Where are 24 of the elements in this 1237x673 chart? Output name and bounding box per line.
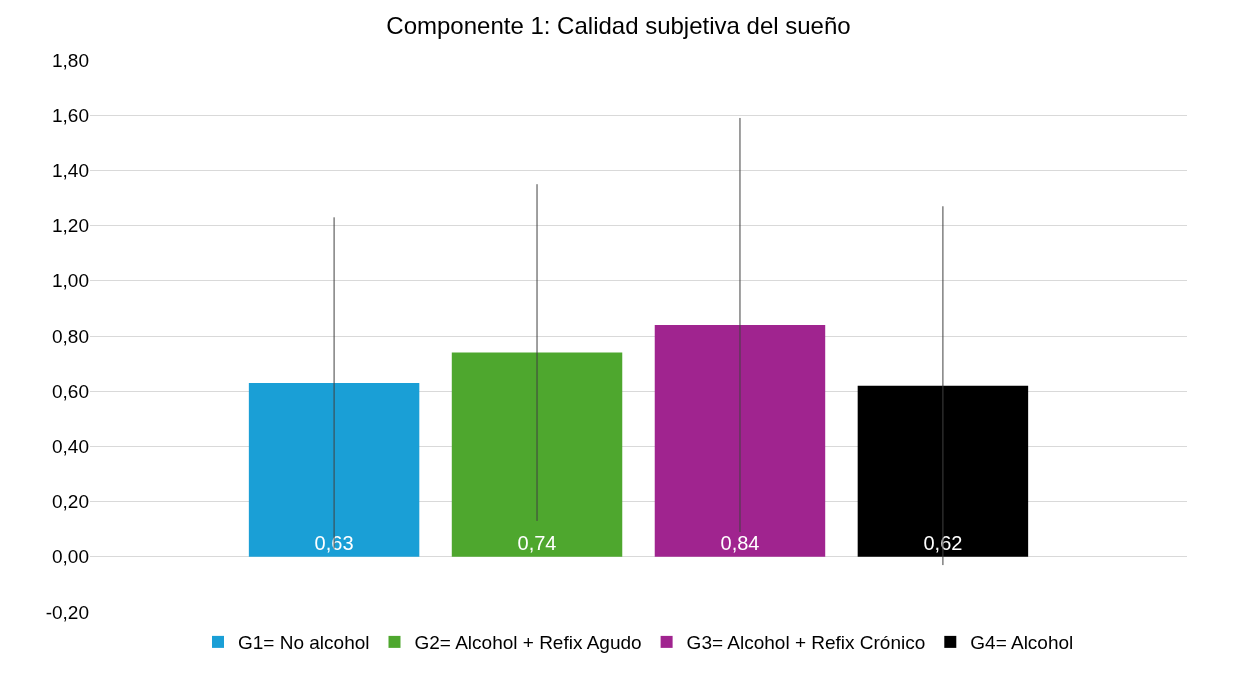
legend-label: G2= Alcohol + Refix Agudo [414,632,642,654]
legend-label: G1= No alcohol [238,632,370,654]
y-tick-label: 1,00 [52,270,89,292]
data-label: 0,63 [314,531,354,554]
legend-label: G3= Alcohol + Refix Crónico [686,632,926,654]
y-tick-label: 0,20 [52,491,89,513]
y-tick-label: -0,20 [45,601,89,623]
y-tick-label: 0,40 [52,436,89,458]
bar [857,385,1029,557]
legend-label: G4= Alcohol [970,632,1074,654]
y-tick-label: 0,80 [52,325,89,347]
data-label: 0,62 [923,531,963,554]
data-label: 0,84 [720,531,760,554]
y-tick-label: 1,40 [52,160,89,182]
y-tick-label: 0,00 [52,546,89,568]
data-label: 0,74 [517,531,557,554]
y-tick-label: 1,60 [52,104,89,126]
bar [248,382,420,557]
bar [451,352,623,557]
y-tick-label: 1,20 [52,215,89,237]
y-tick-label: 0,60 [52,380,89,402]
y-tick-label: 1,80 [52,49,89,71]
chart-title: Componente 1: Calidad subjetiva del sueño [386,11,851,39]
bar [654,324,826,557]
